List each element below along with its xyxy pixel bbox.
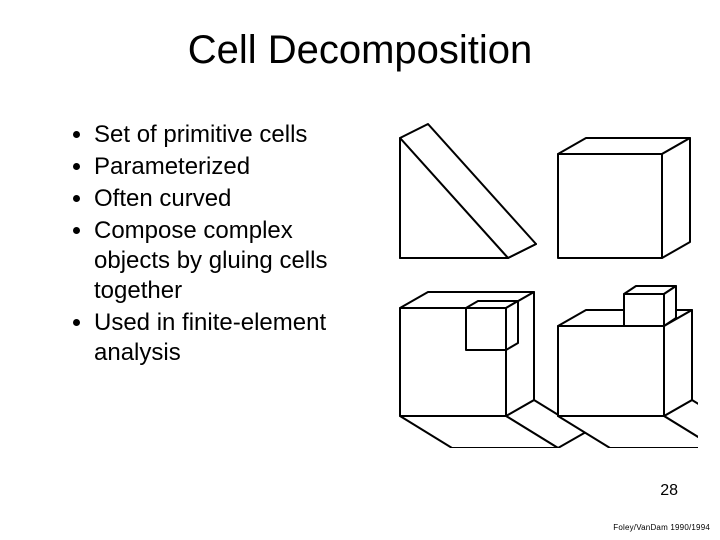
bullet-list: Set of primitive cells Parameterized Oft…	[70, 120, 370, 370]
bullet-item: Set of primitive cells	[94, 120, 370, 150]
bullet-item: Often curved	[94, 184, 370, 214]
composite-right-icon	[558, 286, 698, 448]
shapes-diagram	[378, 118, 698, 448]
bullet-item: Parameterized	[94, 152, 370, 182]
slide-title: Cell Decomposition	[0, 28, 720, 73]
bullet-item: Used in finite-element analysis	[94, 308, 370, 368]
slide-number: 28	[660, 482, 678, 500]
attribution-text: Foley/VanDam 1990/1994	[613, 523, 710, 532]
cube-icon	[558, 138, 690, 258]
wedge-icon	[400, 124, 536, 258]
bullet-item: Compose complex objects by gluing cells …	[94, 216, 370, 306]
figure-grid	[378, 118, 698, 453]
